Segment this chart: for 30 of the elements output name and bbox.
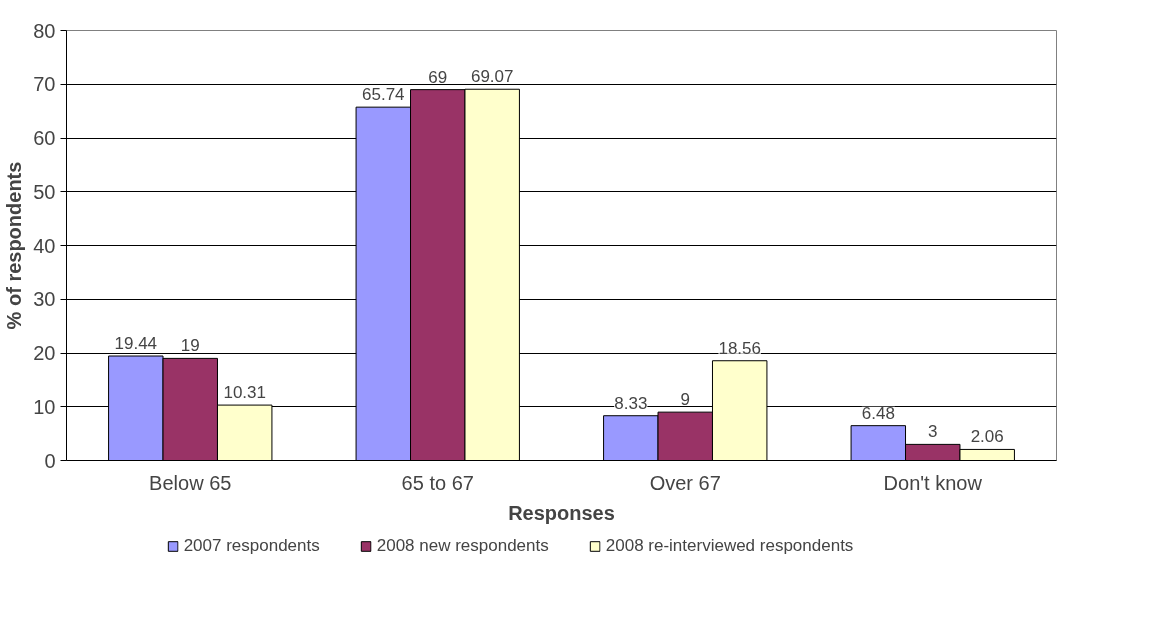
y-tick-label: 30 <box>33 288 56 311</box>
y-tick-label: 0 <box>44 449 56 472</box>
y-axis-title: % of respondents <box>3 161 26 330</box>
data-label: 18.56 <box>718 338 761 358</box>
y-tick-label: 60 <box>33 127 56 149</box>
x-tick-label: Below 65 <box>149 471 232 494</box>
legend-label: 2008 new respondents <box>376 536 549 556</box>
data-label: 2.06 <box>970 427 1004 447</box>
legend-label: 2008 re-interviewed respondents <box>605 536 854 556</box>
y-tick-label: 10 <box>33 395 56 418</box>
y-tick-label: 80 <box>33 19 56 42</box>
data-label: 8.33 <box>614 393 648 413</box>
data-label: 10.31 <box>223 383 266 403</box>
y-tick-label: 70 <box>33 73 56 96</box>
x-tick-label: Don't know <box>883 471 983 494</box>
x-axis-title: Responses <box>508 501 615 524</box>
y-tick-label: 50 <box>33 180 56 203</box>
data-label: 19.44 <box>114 334 158 354</box>
legend-label: 2007 respondents <box>183 536 320 556</box>
data-label: 3 <box>928 422 938 442</box>
y-tick-label: 20 <box>33 342 56 364</box>
data-label: 19 <box>180 336 200 356</box>
data-label: 65.74 <box>362 85 405 105</box>
x-tick-label: 65 to 67 <box>401 471 474 494</box>
data-label: 69 <box>428 67 448 87</box>
data-label: 69.07 <box>470 67 514 87</box>
data-label: 9 <box>680 390 690 410</box>
data-label: 6.48 <box>861 403 895 423</box>
y-tick-label: 40 <box>33 234 56 257</box>
x-tick-label: Over 67 <box>649 471 721 494</box>
